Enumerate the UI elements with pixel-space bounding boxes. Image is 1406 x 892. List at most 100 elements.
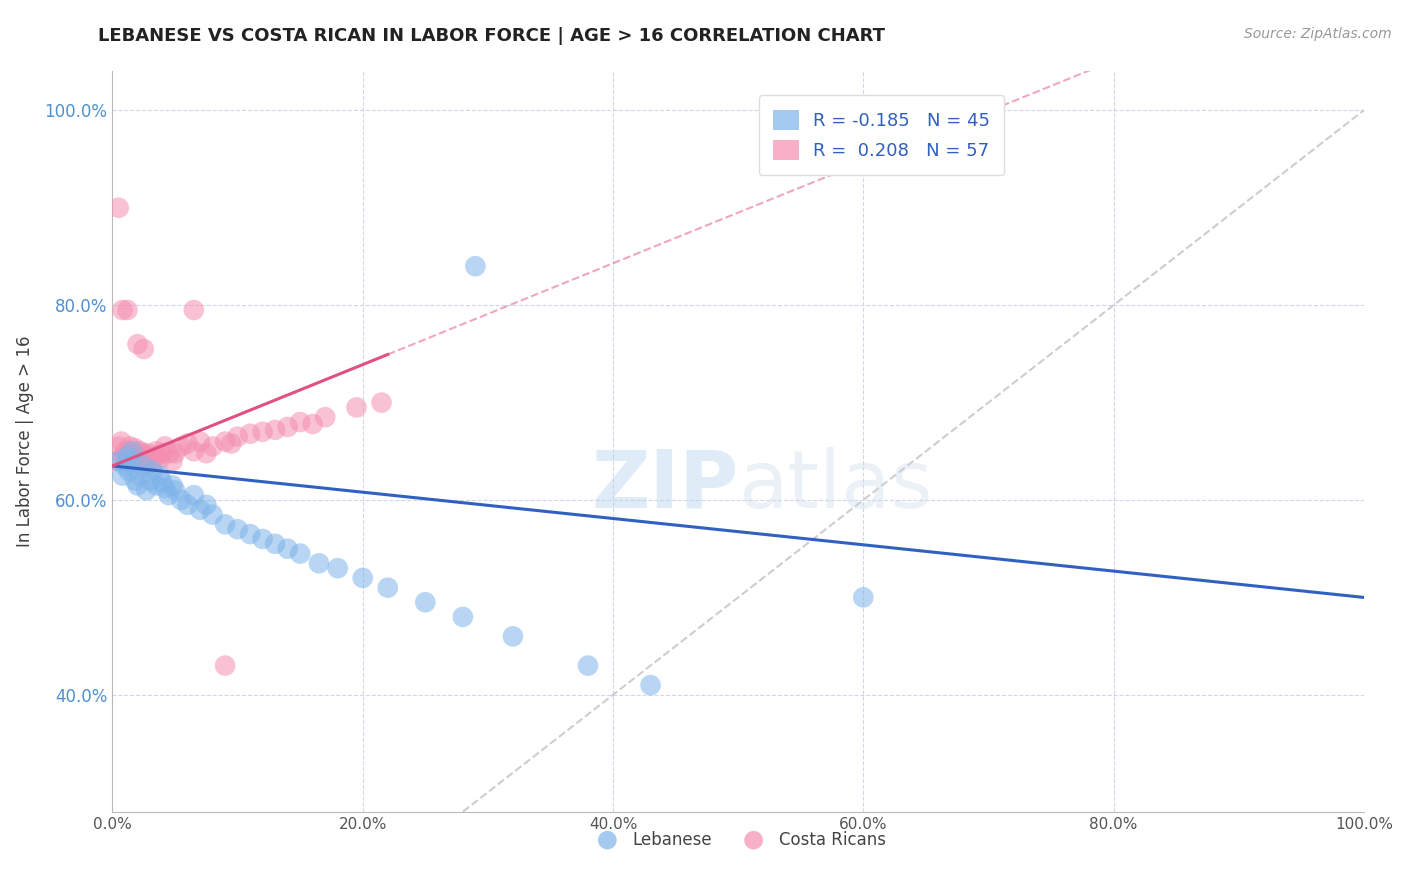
Point xyxy=(129,468,152,483)
Point xyxy=(135,458,157,473)
Point xyxy=(451,610,474,624)
Point xyxy=(301,417,323,431)
Point xyxy=(576,658,599,673)
Text: LEBANESE VS COSTA RICAN IN LABOR FORCE | AGE > 16 CORRELATION CHART: LEBANESE VS COSTA RICAN IN LABOR FORCE |… xyxy=(98,27,886,45)
Point xyxy=(183,444,205,458)
Point xyxy=(129,450,152,464)
Point xyxy=(252,425,274,439)
Point xyxy=(183,488,205,502)
Point xyxy=(290,547,312,561)
Point xyxy=(153,439,176,453)
Text: ZIP: ZIP xyxy=(591,447,738,525)
Point xyxy=(132,342,155,356)
Point xyxy=(127,449,149,463)
Text: Source: ZipAtlas.com: Source: ZipAtlas.com xyxy=(1244,27,1392,41)
Point xyxy=(141,456,163,470)
Point xyxy=(117,303,139,318)
Point xyxy=(121,444,143,458)
Point xyxy=(139,454,162,468)
Legend: Lebanese, Costa Ricans: Lebanese, Costa Ricans xyxy=(583,824,893,855)
Point xyxy=(640,678,662,692)
Point xyxy=(121,456,143,470)
Point xyxy=(195,446,218,460)
Point xyxy=(111,449,134,463)
Point xyxy=(129,444,152,458)
Point xyxy=(120,452,142,467)
Point xyxy=(141,464,163,478)
Point xyxy=(239,426,262,441)
Point xyxy=(214,434,236,449)
Point xyxy=(170,493,193,508)
Point xyxy=(149,468,172,483)
Point xyxy=(188,434,211,449)
Point xyxy=(117,449,139,463)
Point xyxy=(308,557,330,571)
Y-axis label: In Labor Force | Age > 16: In Labor Force | Age > 16 xyxy=(15,335,34,548)
Point xyxy=(136,446,159,460)
Point xyxy=(214,658,236,673)
Point xyxy=(162,454,184,468)
Point xyxy=(145,478,167,492)
Point xyxy=(852,591,875,605)
Point xyxy=(277,541,299,556)
Point xyxy=(105,454,128,468)
Point xyxy=(124,474,146,488)
Point xyxy=(195,498,218,512)
Point xyxy=(132,454,155,468)
Point xyxy=(170,439,193,453)
Point xyxy=(111,468,134,483)
Point xyxy=(188,502,211,516)
Point xyxy=(201,439,224,453)
Point xyxy=(264,423,287,437)
Point xyxy=(413,595,436,609)
Point xyxy=(134,449,156,463)
Point xyxy=(377,581,399,595)
Point xyxy=(157,446,180,460)
Point xyxy=(502,629,524,643)
Point xyxy=(107,454,129,468)
Point xyxy=(118,444,141,458)
Point xyxy=(107,201,129,215)
Point xyxy=(221,436,243,450)
Point xyxy=(314,410,336,425)
Point xyxy=(163,483,186,498)
Point xyxy=(163,446,186,460)
Point xyxy=(118,439,141,453)
Point xyxy=(226,522,249,536)
Point xyxy=(122,446,145,460)
Point xyxy=(149,452,172,467)
Point xyxy=(153,481,176,495)
Point xyxy=(117,454,139,468)
Point xyxy=(290,415,312,429)
Point xyxy=(277,420,299,434)
Point xyxy=(124,442,146,456)
Point xyxy=(143,449,166,463)
Point xyxy=(152,446,174,460)
Point xyxy=(152,475,174,490)
Text: atlas: atlas xyxy=(738,447,932,525)
Point xyxy=(370,395,392,409)
Point xyxy=(114,458,136,473)
Point xyxy=(128,456,150,470)
Point xyxy=(145,444,167,458)
Point xyxy=(114,444,136,458)
Point xyxy=(118,464,141,478)
Point xyxy=(252,532,274,546)
Point xyxy=(139,474,162,488)
Point xyxy=(131,446,153,460)
Point xyxy=(127,337,149,351)
Point xyxy=(346,401,368,415)
Point xyxy=(226,430,249,444)
Point xyxy=(157,488,180,502)
Point xyxy=(110,434,132,449)
Point xyxy=(464,259,486,273)
Point xyxy=(115,449,138,463)
Point xyxy=(135,483,157,498)
Point xyxy=(176,436,198,450)
Point xyxy=(111,303,134,318)
Point xyxy=(214,517,236,532)
Point xyxy=(107,439,129,453)
Point xyxy=(127,478,149,492)
Point xyxy=(326,561,349,575)
Point xyxy=(132,458,155,473)
